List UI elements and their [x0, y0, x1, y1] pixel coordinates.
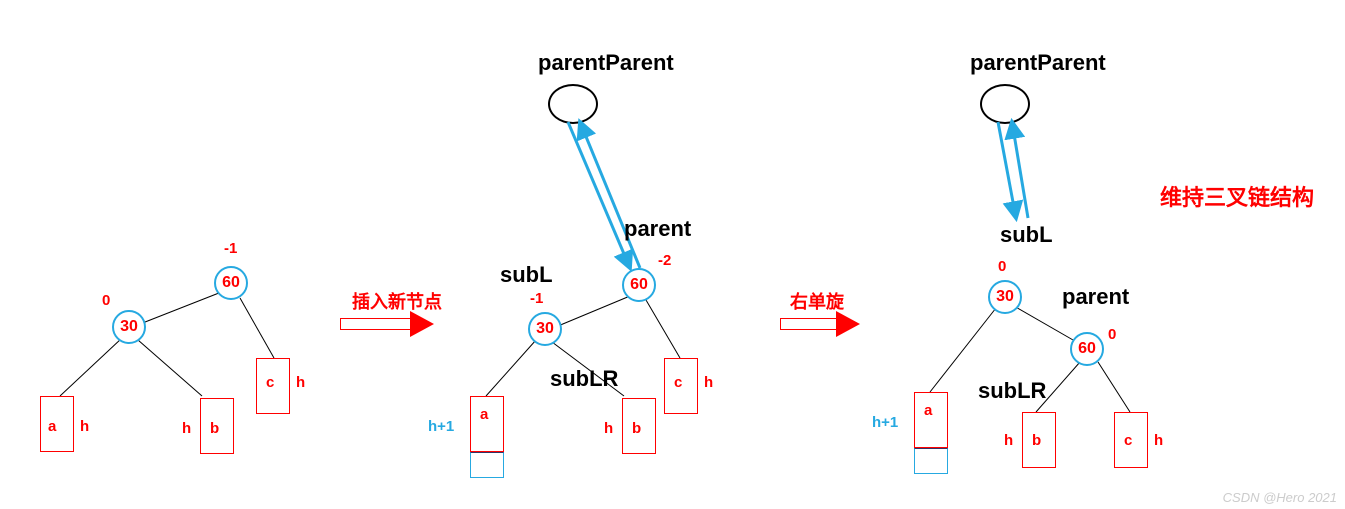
node-60: 60: [622, 268, 656, 302]
node-30: 30: [988, 280, 1022, 314]
stage-2: parentParent parent 60 -2 subL 30 -1 sub…: [430, 0, 810, 509]
box-a-h: h+1: [872, 414, 898, 431]
box-a-label: a: [924, 402, 932, 419]
box-b-h: h: [604, 420, 613, 437]
box-b-label: b: [1032, 432, 1041, 449]
bf-60: 0: [1108, 326, 1116, 343]
bf-60: -2: [658, 252, 671, 269]
node-60: 60: [214, 266, 248, 300]
box-c-label: c: [1124, 432, 1132, 449]
bf-30: 0: [998, 258, 1006, 275]
box-a-h: h: [80, 418, 89, 435]
bf-30: 0: [102, 292, 110, 309]
box-a: [40, 396, 74, 452]
label-subL: subL: [1000, 222, 1053, 248]
box-a-ext: [470, 452, 504, 478]
stage-1: 60 -1 30 0 a h b h c h: [0, 0, 340, 509]
box-b-label: b: [210, 420, 219, 437]
box-b-h: h: [182, 420, 191, 437]
label-subLR: subLR: [550, 366, 618, 392]
box-c-label: c: [266, 374, 274, 391]
label-subLR: subLR: [978, 378, 1046, 404]
label-parent: parent: [624, 216, 691, 242]
bf-30: -1: [530, 290, 543, 307]
label-parent: parent: [1062, 284, 1129, 310]
watermark: CSDN @Hero 2021: [1223, 490, 1337, 505]
box-a-h: h+1: [428, 418, 454, 435]
box-c-label: c: [674, 374, 682, 391]
box-c-h: h: [704, 374, 713, 391]
box-a: [914, 392, 948, 448]
node-60: 60: [1070, 332, 1104, 366]
bf-60: -1: [224, 240, 237, 257]
stage-3: parentParent subL 30 0 parent 60 0 subLR…: [870, 0, 1300, 509]
box-c-h: h: [1154, 432, 1163, 449]
box-a-label: a: [480, 406, 488, 423]
box-a-ext: [914, 448, 948, 474]
box-c-h: h: [296, 374, 305, 391]
box-a: [470, 396, 504, 452]
box-b-h: h: [1004, 432, 1013, 449]
node-30: 30: [528, 312, 562, 346]
label-subL: subL: [500, 262, 553, 288]
node-30: 30: [112, 310, 146, 344]
box-a-label: a: [48, 418, 56, 435]
box-b-label: b: [632, 420, 641, 437]
annotation: 维持三叉链结构: [1160, 180, 1314, 212]
